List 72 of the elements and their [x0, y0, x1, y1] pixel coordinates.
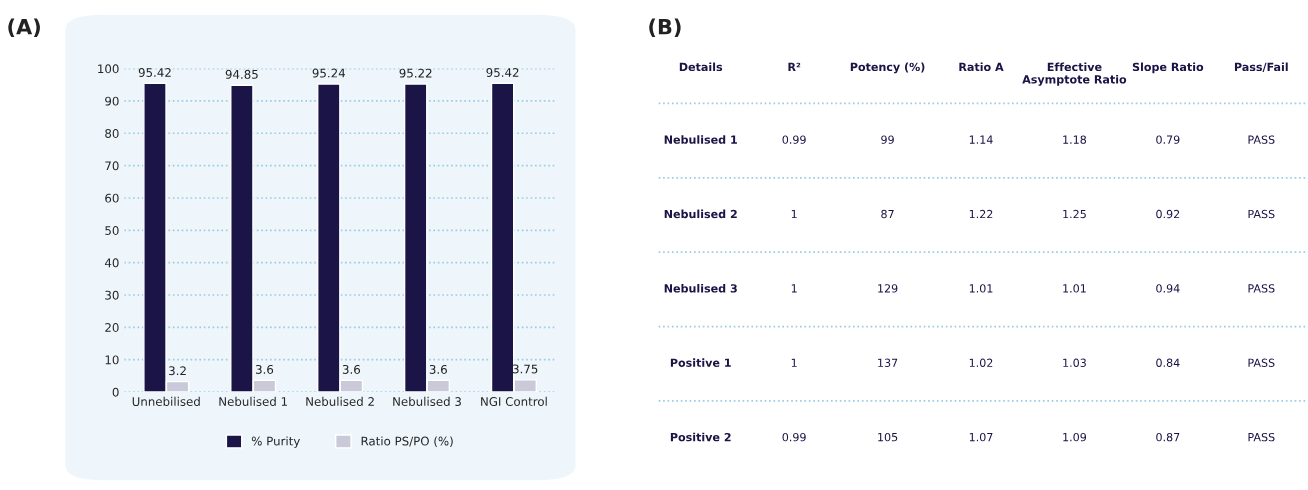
category-label: Slope Ratio — [1132, 62, 1204, 74]
category-label: R² — [788, 62, 801, 71]
text: 0.87 — [1156, 432, 1180, 442]
x-tick-label: Unnebilised — [132, 396, 200, 406]
text: 1.03 — [1063, 358, 1086, 367]
text: 1.07 — [969, 432, 993, 442]
legend-label: Ratio PS/PO (%) — [361, 436, 453, 447]
category-label: Details — [679, 62, 723, 72]
category-label: Nebulised 3 — [664, 283, 737, 293]
text: 0.79 — [1156, 135, 1180, 144]
x-tick-label: NGI Control — [481, 396, 547, 406]
x-tick-label: Nebulised 3 — [393, 396, 461, 406]
y-tick-label: 70 — [105, 161, 119, 171]
data-label: 95.42 — [486, 68, 519, 77]
text: 99 — [881, 135, 894, 144]
text: 1.09 — [1063, 432, 1087, 442]
data-label: 95.42 — [138, 68, 171, 77]
y-tick-label: 40 — [104, 258, 119, 268]
text: PASS — [1248, 284, 1275, 293]
data-label: 3.2 — [169, 366, 186, 376]
y-tick-label: 20 — [105, 323, 119, 332]
text: PASS — [1248, 432, 1275, 442]
category-label: Nebulised 2 — [664, 209, 737, 219]
text: 1.22 — [969, 209, 993, 219]
text: 105 — [878, 432, 898, 442]
text: 1.25 — [1063, 209, 1086, 219]
text: 1.18 — [1063, 135, 1087, 144]
data-label: 95.22 — [399, 68, 432, 78]
text: 1.01 — [1063, 284, 1086, 293]
data-label: 3.6 — [255, 364, 274, 374]
y-tick-label: 60 — [105, 193, 119, 203]
text: 1 — [791, 284, 797, 293]
y-tick-label: 10 — [105, 355, 119, 365]
category-label: Ratio A — [959, 62, 1004, 72]
text: 1 — [791, 209, 797, 219]
data-label: 3.6 — [429, 364, 447, 374]
y-tick-label: 30 — [105, 290, 119, 300]
category-label: Positive 1 — [670, 358, 731, 367]
text: 1.01 — [969, 284, 993, 293]
category-label: Effective Asymptote Ratio — [1022, 62, 1127, 86]
text: 87 — [881, 209, 894, 219]
data-label: 94.85 — [225, 69, 258, 79]
text: (B) — [649, 18, 681, 38]
text: PASS — [1248, 358, 1275, 367]
y-tick-label: 100 — [98, 64, 119, 74]
text: 0.94 — [1156, 284, 1180, 293]
text: 0.99 — [782, 432, 806, 442]
legend-label: % Purity — [251, 436, 300, 448]
text: 0.92 — [1156, 209, 1180, 219]
y-tick-label: 90 — [105, 96, 119, 106]
x-tick-label: Nebulised 2 — [306, 396, 374, 406]
y-tick-label: 50 — [105, 226, 119, 235]
y-tick-label: 80 — [105, 129, 119, 138]
text: 0.99 — [782, 135, 806, 144]
category-label: Pass/Fail — [1234, 62, 1288, 72]
text: 1 — [791, 358, 797, 367]
category-label: Positive 2 — [670, 432, 731, 442]
text: 129 — [878, 284, 898, 293]
text: 137 — [878, 358, 898, 367]
category-label: Nebulised 1 — [664, 135, 737, 144]
data-label: 3.6 — [342, 364, 361, 374]
x-tick-label: Nebulised 1 — [219, 396, 287, 406]
data-label: 95.24 — [312, 68, 346, 78]
text: 1.14 — [969, 135, 993, 144]
text: PASS — [1248, 135, 1275, 144]
text: 0.84 — [1156, 358, 1180, 367]
chart-title: (A) — [8, 18, 40, 38]
text: PASS — [1248, 209, 1275, 219]
category-label: Potency (%) — [850, 62, 925, 74]
data-label: 3.75 — [512, 364, 538, 374]
y-tick-label: 0 — [112, 387, 119, 397]
text: 1.02 — [969, 358, 993, 367]
